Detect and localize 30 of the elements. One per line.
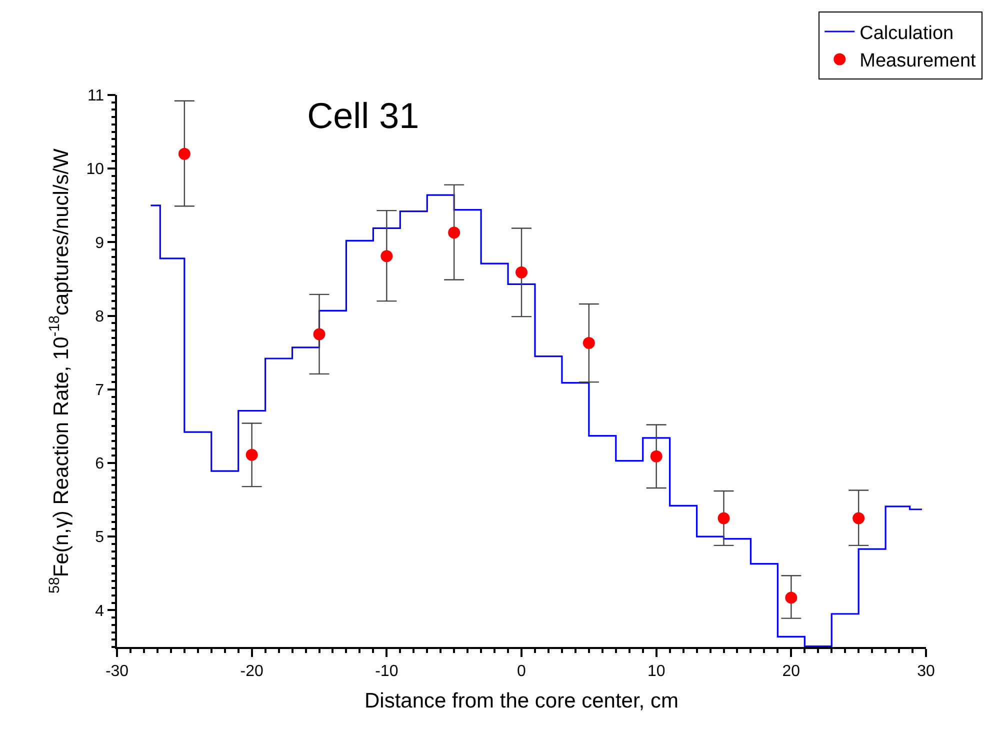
x-tick-label: 20 bbox=[782, 662, 800, 680]
point bbox=[246, 448, 258, 461]
point bbox=[785, 592, 798, 604]
point bbox=[718, 512, 730, 524]
x-axis-title: Distance from the core center, cm bbox=[364, 690, 678, 713]
x-tick-label: -30 bbox=[105, 662, 129, 680]
legend-label: Measurement bbox=[860, 50, 977, 72]
x-tick-label: -20 bbox=[240, 662, 264, 680]
point bbox=[852, 512, 865, 524]
point bbox=[313, 328, 326, 340]
point bbox=[178, 148, 190, 160]
point bbox=[516, 266, 528, 278]
point bbox=[380, 250, 393, 262]
point bbox=[448, 226, 460, 239]
legend-label: Calculation bbox=[860, 22, 954, 44]
y-tick-label: 11 bbox=[87, 88, 104, 105]
y-tick-label: 6 bbox=[95, 456, 104, 473]
y-tick-label: 5 bbox=[95, 529, 104, 546]
x-tick-label: 10 bbox=[647, 662, 666, 680]
y-tick-label: 10 bbox=[86, 161, 104, 178]
x-tick-label: 0 bbox=[517, 662, 526, 680]
y-tick-label: 8 bbox=[95, 308, 104, 326]
x-tick-label: 30 bbox=[917, 662, 935, 680]
y-tick-label: 4 bbox=[95, 602, 104, 620]
point bbox=[582, 337, 595, 350]
point bbox=[650, 450, 662, 462]
chart-title: Cell 31 bbox=[307, 94, 420, 136]
y-tick-label: 7 bbox=[95, 382, 104, 399]
y-tick-label: 9 bbox=[95, 234, 104, 252]
x-tick-label: -10 bbox=[375, 662, 398, 680]
